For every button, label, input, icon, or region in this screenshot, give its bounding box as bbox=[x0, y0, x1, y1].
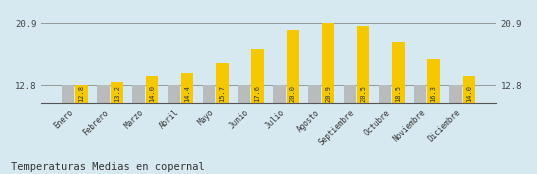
Text: 20.0: 20.0 bbox=[290, 85, 296, 102]
Text: Temperaturas Medias en copernal: Temperaturas Medias en copernal bbox=[11, 162, 205, 172]
Text: 20.9: 20.9 bbox=[325, 85, 331, 102]
Bar bbox=[75, 85, 88, 103]
Bar bbox=[449, 85, 462, 103]
Text: 14.4: 14.4 bbox=[184, 85, 190, 102]
Text: 18.5: 18.5 bbox=[395, 85, 402, 102]
Bar bbox=[62, 85, 74, 103]
Text: 13.2: 13.2 bbox=[114, 85, 120, 102]
Text: 15.7: 15.7 bbox=[220, 85, 226, 102]
Bar bbox=[97, 85, 110, 103]
Bar bbox=[427, 59, 440, 103]
Text: 14.0: 14.0 bbox=[466, 85, 472, 102]
Bar bbox=[133, 85, 145, 103]
Bar bbox=[414, 85, 426, 103]
Bar bbox=[392, 42, 404, 103]
Bar bbox=[168, 85, 180, 103]
Text: 20.5: 20.5 bbox=[360, 85, 366, 102]
Bar bbox=[357, 26, 369, 103]
Bar bbox=[146, 76, 158, 103]
Bar bbox=[379, 85, 391, 103]
Text: 16.3: 16.3 bbox=[431, 85, 437, 102]
Bar bbox=[308, 85, 321, 103]
Bar bbox=[111, 82, 123, 103]
Bar bbox=[251, 49, 264, 103]
Bar bbox=[238, 85, 250, 103]
Bar bbox=[181, 73, 193, 103]
Bar bbox=[273, 85, 286, 103]
Bar bbox=[287, 30, 299, 103]
Bar bbox=[344, 85, 356, 103]
Text: 12.8: 12.8 bbox=[78, 85, 84, 102]
Text: 14.0: 14.0 bbox=[149, 85, 155, 102]
Text: 17.6: 17.6 bbox=[255, 85, 260, 102]
Bar bbox=[463, 76, 475, 103]
Bar bbox=[216, 63, 229, 103]
Bar bbox=[322, 23, 334, 103]
Bar bbox=[203, 85, 215, 103]
